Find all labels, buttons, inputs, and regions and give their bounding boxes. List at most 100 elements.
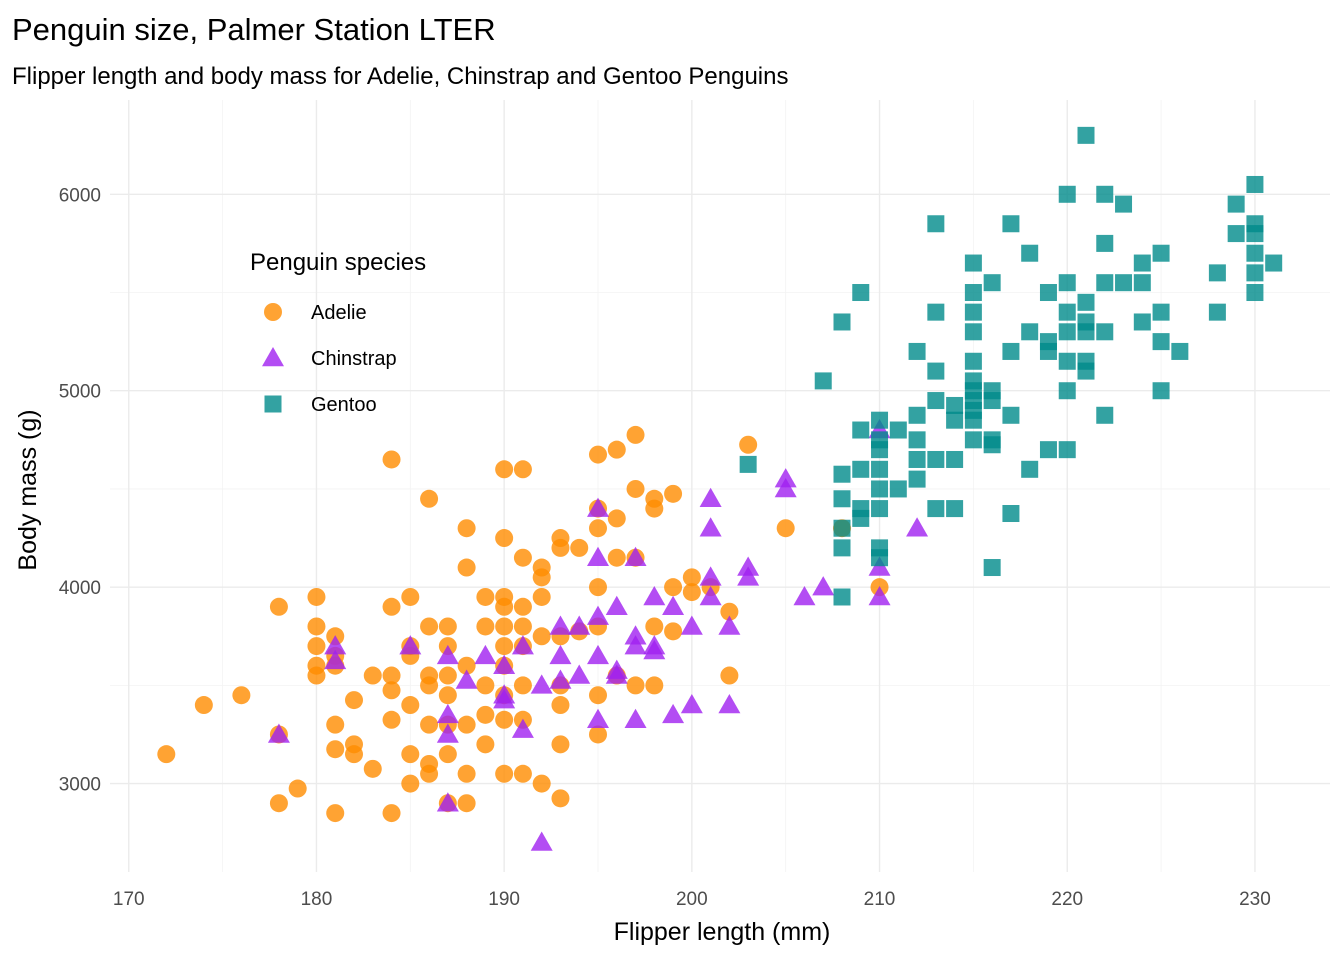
adelie-point xyxy=(720,666,739,685)
adelie-point xyxy=(363,759,382,778)
gentoo-point xyxy=(1096,406,1114,424)
gentoo-point xyxy=(983,559,1001,577)
gentoo-point xyxy=(1058,441,1076,459)
gentoo-point xyxy=(1039,441,1057,459)
chinstrap-point xyxy=(474,644,497,665)
adelie-point xyxy=(326,804,345,823)
legend-title: Penguin species xyxy=(250,249,426,276)
gentoo-point xyxy=(983,274,1001,292)
adelie-point xyxy=(288,779,307,798)
adelie-point xyxy=(626,479,645,498)
legend-items: Adelie Chinstrap Gentoo xyxy=(262,302,397,416)
chinstrap-point xyxy=(267,723,290,743)
gentoo-point xyxy=(964,323,982,341)
y-tick-label: 4000 xyxy=(59,578,101,599)
adelie-point xyxy=(476,735,495,754)
gentoo-point xyxy=(908,470,926,488)
chinstrap-point xyxy=(587,708,609,729)
chinstrap-point xyxy=(624,635,647,655)
chinstrap-point xyxy=(718,694,741,714)
adelie-point xyxy=(626,676,645,695)
adelie-point xyxy=(476,617,495,636)
adelie-point xyxy=(345,745,363,764)
chinstrap-point xyxy=(549,644,572,665)
adelie-point xyxy=(495,617,514,636)
adelie-point xyxy=(307,637,326,656)
x-tick-label: 180 xyxy=(301,889,333,910)
adelie-point xyxy=(664,578,683,597)
chinstrap-point xyxy=(718,615,741,635)
adelie-point xyxy=(457,764,476,783)
gentoo-point xyxy=(1058,382,1076,400)
gentoo-point xyxy=(927,303,945,321)
adelie-point xyxy=(532,627,551,646)
adelie-point xyxy=(513,764,532,783)
gentoo-point xyxy=(1246,225,1264,243)
gentoo-point xyxy=(871,411,889,429)
gentoo-point xyxy=(1115,195,1133,213)
gridlines xyxy=(110,100,1330,872)
adelie-point xyxy=(401,696,420,715)
adelie-point xyxy=(664,484,683,503)
x-axis-title: Flipper length (mm) xyxy=(614,918,831,946)
legend-item-gentoo: Gentoo xyxy=(264,394,377,416)
y-tick-label: 6000 xyxy=(59,185,101,206)
gentoo-point xyxy=(833,539,851,557)
chinstrap-point xyxy=(587,497,609,517)
chinstrap-point xyxy=(549,669,572,689)
adelie-point xyxy=(513,460,532,479)
legend-item-chinstrap: Chinstrap xyxy=(262,347,397,370)
adelie-point xyxy=(382,597,401,616)
data-points xyxy=(157,126,1283,851)
gentoo-point xyxy=(1002,406,1020,424)
adelie-point xyxy=(420,715,439,734)
adelie-point xyxy=(495,710,514,729)
gentoo-point xyxy=(1058,303,1076,321)
y-tick-label: 3000 xyxy=(59,775,101,796)
gentoo-point xyxy=(908,431,926,449)
gentoo-point xyxy=(964,431,982,449)
gentoo-point xyxy=(1021,323,1039,341)
adelie-point xyxy=(626,425,645,444)
chinstrap-point xyxy=(680,615,703,635)
gentoo-point xyxy=(964,352,982,370)
adelie-point xyxy=(607,548,626,567)
gentoo-point xyxy=(983,392,1001,410)
gentoo-point xyxy=(889,480,907,498)
legend: Penguin species Adelie Chinstrap Gentoo xyxy=(250,249,426,416)
gentoo-point xyxy=(871,500,889,518)
chinstrap-point xyxy=(643,585,666,606)
adelie-point xyxy=(363,666,382,685)
adelie-point xyxy=(570,538,589,557)
gentoo-point xyxy=(1002,215,1020,233)
gentoo-point xyxy=(1265,254,1283,272)
gentoo-point xyxy=(1246,284,1264,302)
chinstrap-point xyxy=(511,718,534,738)
gentoo-point xyxy=(1077,293,1095,311)
chinstrap-point xyxy=(493,689,516,709)
adelie-point xyxy=(532,568,551,587)
adelie-point xyxy=(438,686,457,705)
gentoo-point xyxy=(1227,225,1245,243)
chinstrap-point xyxy=(624,708,647,729)
adelie-point xyxy=(776,519,795,538)
gentoo-point xyxy=(833,465,851,483)
chinstrap-point xyxy=(511,635,534,655)
adelie-point xyxy=(438,745,457,764)
adelie-point xyxy=(382,450,401,469)
adelie-point xyxy=(495,529,514,548)
gentoo-point xyxy=(927,215,945,233)
adelie-point xyxy=(401,587,420,606)
adelie-point xyxy=(382,666,401,685)
adelie-point xyxy=(551,696,570,715)
x-tick-label: 230 xyxy=(1239,889,1271,910)
gentoo-point xyxy=(1039,342,1057,360)
adelie-point xyxy=(232,686,251,705)
gentoo-point xyxy=(946,500,964,518)
legend-triangle-icon xyxy=(262,347,284,367)
gentoo-point xyxy=(908,342,926,360)
gentoo-point xyxy=(814,372,832,390)
chinstrap-point xyxy=(793,585,816,606)
adelie-point xyxy=(345,691,363,710)
chinstrap-point xyxy=(436,703,459,724)
